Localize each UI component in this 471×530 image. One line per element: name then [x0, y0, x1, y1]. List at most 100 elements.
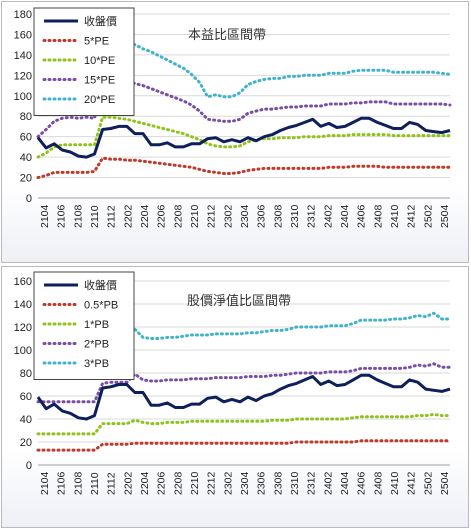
x-tick-label: 2502 — [422, 204, 434, 228]
legend-label: 收盤價 — [84, 278, 117, 292]
pe-band-chart: 0 20 40 60 80 100 120 140 160 180 2104 2106 2108 211… — [14, 7, 452, 228]
pe-x-axis: 2104 2106 2108 2110 2112 2202 2204 2206 2208 2210… — [38, 197, 451, 228]
y-tick-label: 60 — [20, 132, 32, 144]
x-tick-label: 2304 — [239, 471, 251, 495]
pb-x-axis: 2104 2106 2108 2110 2112 2202 2204 2206 2208 2210… — [38, 464, 451, 495]
y-tick-label: 40 — [20, 414, 32, 426]
x-tick-label: 2312 — [306, 471, 318, 495]
series-line-0 — [36, 373, 451, 421]
x-tick-label: 2402 — [322, 471, 334, 495]
x-tick-label: 2212 — [206, 471, 218, 495]
x-tick-label: 2110 — [89, 205, 101, 228]
y-tick-label: 180 — [14, 9, 32, 21]
x-tick-label: 2206 — [156, 471, 168, 495]
series-line-1 — [36, 156, 452, 180]
x-tick-label: 2412 — [406, 204, 418, 228]
y-tick-label: 160 — [14, 276, 32, 288]
x-tick-label: 2404 — [339, 471, 351, 495]
series-line-0 — [36, 116, 451, 159]
series-line-1 — [36, 439, 452, 452]
y-tick-label: 20 — [20, 437, 32, 449]
series-line-3 — [36, 362, 452, 404]
y-tick-label: 100 — [14, 345, 32, 357]
legend-label: 1*PB — [84, 319, 109, 331]
y-tick-label: 20 — [20, 173, 32, 185]
x-tick-label: 2310 — [289, 471, 301, 495]
legend-label: 2*PB — [84, 339, 109, 351]
x-tick-label: 2312 — [306, 204, 318, 228]
x-tick-label: 2204 — [139, 471, 151, 495]
x-tick-label: 2408 — [372, 471, 384, 495]
legend-label: 收盤價 — [84, 14, 117, 28]
y-tick-label: 120 — [14, 70, 32, 82]
y-tick-label: 0 — [26, 460, 32, 472]
y-tick-label: 40 — [20, 152, 32, 164]
series-line-2 — [36, 115, 452, 159]
legend-label: 20*PE — [84, 94, 115, 106]
legend-box — [33, 271, 135, 380]
x-tick-label: 2308 — [272, 204, 284, 228]
x-tick-label: 2504 — [439, 471, 451, 495]
pe-chart-title: 本益比區間帶 — [188, 27, 266, 42]
x-tick-label: 2208 — [172, 204, 184, 228]
y-tick-label: 140 — [14, 299, 32, 311]
pb-y-axis: 0 20 40 60 80 100 120 140 160 — [14, 276, 32, 472]
x-tick-label: 2306 — [256, 204, 268, 228]
pe-legend: 收盤價 5*PE 10*PE 15*PE 20*PE — [33, 7, 135, 116]
series-line-2 — [36, 412, 452, 436]
pe-band-chart-panel: 0 20 40 60 80 100 120 140 160 180 2104 2106 2108 211… — [1, 1, 469, 263]
x-tick-label: 2204 — [139, 204, 151, 228]
x-tick-label: 2106 — [56, 471, 68, 495]
y-tick-label: 140 — [14, 50, 32, 62]
x-tick-label: 2402 — [322, 204, 334, 228]
x-tick-label: 2406 — [356, 471, 368, 495]
x-tick-label: 2404 — [339, 204, 351, 228]
y-tick-label: 160 — [14, 29, 32, 41]
x-tick-label: 2208 — [172, 471, 184, 495]
x-tick-label: 2302 — [222, 204, 234, 228]
y-tick-label: 0 — [26, 193, 32, 205]
x-tick-label: 2112 — [106, 472, 118, 495]
legend-label: 5*PE — [84, 36, 109, 48]
x-tick-label: 2202 — [122, 204, 134, 228]
x-tick-label: 2206 — [156, 204, 168, 228]
x-tick-label: 2104 — [39, 471, 51, 495]
x-tick-label: 2410 — [389, 204, 401, 228]
x-tick-label: 2408 — [372, 204, 384, 228]
x-tick-label: 2306 — [256, 471, 268, 495]
x-tick-label: 2304 — [239, 204, 251, 228]
y-tick-label: 80 — [20, 111, 32, 123]
x-tick-label: 2210 — [189, 471, 201, 495]
x-tick-label: 2210 — [189, 204, 201, 228]
x-tick-label: 2310 — [289, 204, 301, 228]
x-tick-label: 2412 — [406, 471, 418, 495]
x-tick-label: 2106 — [56, 204, 68, 228]
x-tick-label: 2108 — [72, 204, 84, 228]
legend-label: 10*PE — [84, 55, 115, 67]
legend-box — [33, 7, 135, 116]
x-tick-label: 2112 — [106, 205, 118, 228]
x-tick-label: 2308 — [272, 471, 284, 495]
x-tick-label: 2502 — [422, 471, 434, 495]
y-tick-label: 60 — [20, 391, 32, 403]
pb-legend: 收盤價 0.5*PB 1*PB 2*PB 3*PB — [33, 271, 135, 380]
legend-label: 3*PB — [84, 358, 109, 370]
x-tick-label: 2104 — [39, 204, 51, 228]
legend-label: 15*PE — [84, 75, 115, 87]
pb-chart-title: 股價淨值比區間帶 — [187, 293, 291, 308]
x-tick-label: 2302 — [222, 471, 234, 495]
x-tick-label: 2202 — [122, 471, 134, 495]
x-tick-label: 2212 — [206, 204, 218, 228]
x-tick-label: 2108 — [72, 471, 84, 495]
x-tick-label: 2410 — [389, 471, 401, 495]
y-tick-label: 120 — [14, 322, 32, 334]
pe-y-axis: 0 20 40 60 80 100 120 140 160 180 — [14, 9, 32, 205]
pb-band-chart-panel: 0 20 40 60 80 100 120 140 160 2104 2106 2108 2110 21… — [1, 266, 469, 528]
y-tick-label: 80 — [20, 368, 32, 380]
legend-label: 0.5*PB — [84, 300, 118, 312]
x-tick-label: 2110 — [89, 472, 101, 495]
x-tick-label: 2504 — [439, 204, 451, 228]
y-tick-label: 100 — [14, 91, 32, 103]
x-tick-label: 2406 — [356, 204, 368, 228]
